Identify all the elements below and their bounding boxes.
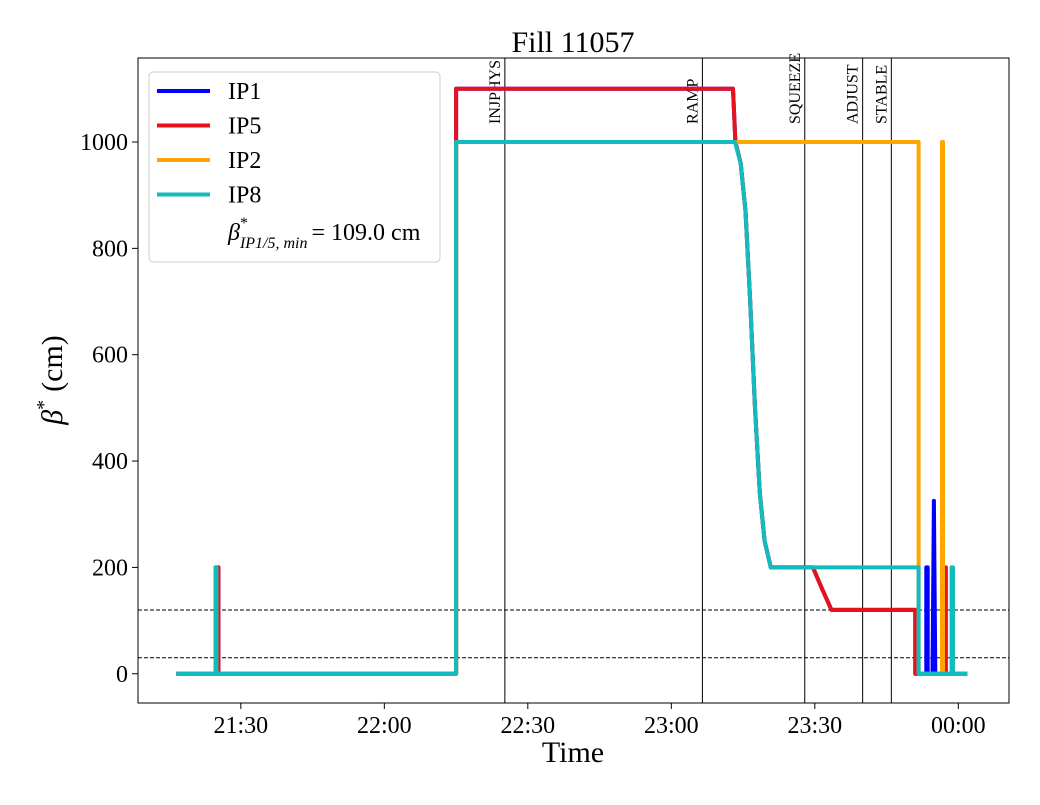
x-tick-label: 23:30 <box>787 713 842 739</box>
x-tick-label: 23:00 <box>644 713 699 739</box>
mode-label: STABLE <box>873 65 890 124</box>
chart-title: Fill 11057 <box>511 26 634 59</box>
legend-label: IP5 <box>228 114 261 140</box>
y-tick-label: 400 <box>92 449 128 475</box>
mode-label: INJPHYS <box>487 60 504 124</box>
x-tick-label: 22:30 <box>500 713 555 739</box>
plot-frame <box>137 57 1010 704</box>
note-sup: * <box>240 215 248 232</box>
mode-label: SQUEEZE <box>787 53 804 124</box>
y-tick-label: 1000 <box>80 130 128 156</box>
y-axis-label: β* (cm) <box>33 335 69 426</box>
legend-label: IP1 <box>228 79 261 105</box>
y-label-symbol: β <box>36 410 69 426</box>
x-axis-label: Time <box>542 736 604 769</box>
legend-box <box>148 71 441 263</box>
legend-label: IP2 <box>228 148 261 174</box>
mode-label: RAMP <box>684 79 701 124</box>
x-tick-label: 22:00 <box>357 713 412 739</box>
note-text: = 109.0 cm <box>312 220 421 246</box>
y-tick-label: 800 <box>92 236 128 262</box>
x-tick-label: 21:30 <box>214 713 269 739</box>
y-label-sup: * <box>33 400 55 410</box>
series-line <box>176 140 968 676</box>
note-sub: IP1/5, min <box>239 235 308 252</box>
y-tick-label: 600 <box>92 343 128 369</box>
note-symbol: β <box>227 220 240 246</box>
mode-label: ADJUST <box>845 64 862 124</box>
y-label-text: (cm) <box>36 335 69 392</box>
legend-label: IP8 <box>228 183 261 209</box>
y-tick-label: 200 <box>92 555 128 581</box>
y-tick-label: 0 <box>116 662 128 688</box>
legend-note: β* IP1/5, min = 109.0 cm <box>227 215 421 252</box>
x-tick-label: 00:00 <box>931 713 986 739</box>
